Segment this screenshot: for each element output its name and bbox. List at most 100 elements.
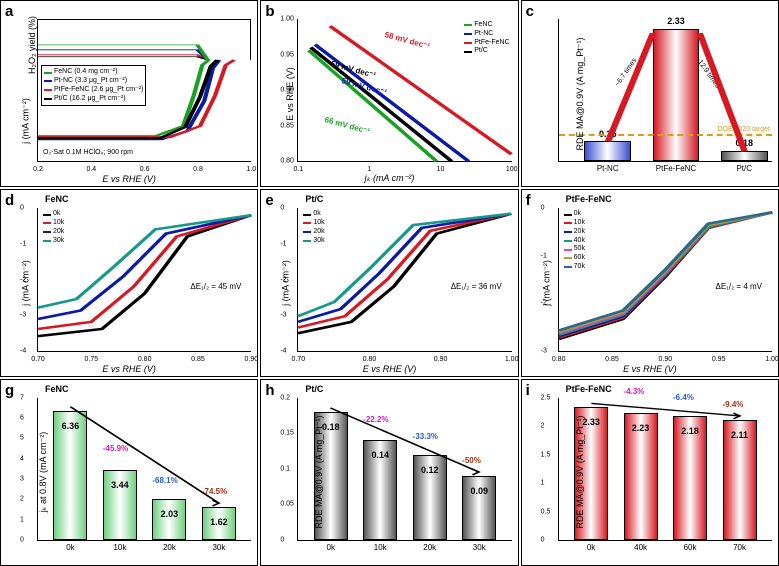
- y-tick: 0: [280, 536, 284, 543]
- y-tick: -3: [20, 312, 26, 319]
- panel-h: hPt/C00.050.10.150.20.180k0.1410k0.1220k…: [260, 379, 518, 566]
- y-label: j (mA cm⁻²): [281, 260, 292, 306]
- legend-label: 50k: [574, 245, 585, 254]
- y-label-top: H₂O₂ yield (%): [27, 16, 37, 74]
- legend-item: 10k: [303, 219, 324, 228]
- legend-item: 0k: [303, 210, 324, 219]
- drop-label: -6.4%: [673, 393, 694, 402]
- legend-item: Pt-NC: [464, 30, 509, 39]
- panel-a: a0.20.40.60.81.0H₂O₂ yield (%)j (mA cm⁻²…: [0, 0, 258, 187]
- y-tick: 0.15: [280, 430, 294, 437]
- legend-item: Pt/C (16.2 μg_Pt cm⁻²): [44, 95, 143, 104]
- x-tick: 0.70: [31, 356, 45, 363]
- x-tick: 100: [506, 166, 518, 173]
- panel-d: dFeNC0.700.750.800.850.90-4-3-2-10ΔE₁/₂ …: [0, 189, 258, 376]
- y-tick: 7: [20, 394, 24, 401]
- y-tick: -4: [280, 347, 286, 354]
- drop-label: -45.9%: [103, 444, 128, 453]
- panel-label: e: [265, 192, 273, 209]
- legend-item: 30k: [43, 237, 64, 246]
- y-tick: -3: [541, 347, 547, 354]
- x-cat: 0k: [587, 543, 595, 552]
- legend-item: 40k: [564, 237, 585, 246]
- legend-item: PtFe-FeNC (2.6 μg_Pt cm⁻²): [44, 86, 143, 95]
- legend-item: 60k: [564, 254, 585, 263]
- y-tick: 0.5: [541, 508, 551, 515]
- panel-title: Pt/C: [305, 384, 323, 394]
- drop-label: -74.5%: [202, 487, 227, 496]
- y-tick: 5: [20, 435, 24, 442]
- y-tick: 2: [20, 496, 24, 503]
- panel-b: b0.800.850.900.951.000.111010066 mV dec⁻…: [260, 0, 518, 187]
- y-tick: 0.2: [280, 394, 290, 401]
- y-tick: 0.1: [280, 465, 290, 472]
- panel-title: Pt/C: [305, 194, 323, 204]
- x-cat: 10k: [374, 543, 387, 552]
- condition-text: O₂-Sat 0.1M HClO₄; 900 rpm: [43, 149, 133, 156]
- x-cat: Pt-NC: [597, 164, 619, 173]
- x-cat: 20k: [423, 543, 436, 552]
- y-label: jₖ at 0.8V (mA cm⁻²): [38, 432, 49, 513]
- x-tick: 0.90: [434, 356, 448, 363]
- y-tick: 0: [20, 205, 24, 212]
- panel-i: iPtFe-FeNC00.511.522.52.330k2.2340k2.186…: [521, 379, 779, 566]
- panel-title: FeNC: [45, 194, 69, 204]
- x-tick: 1.0: [246, 166, 256, 173]
- legend-item: 0k: [564, 210, 585, 219]
- legend-label: Pt/C (16.2 μg_Pt cm⁻²): [54, 95, 126, 104]
- panel-label: g: [5, 382, 14, 399]
- x-cat: 40k: [634, 543, 647, 552]
- legend: FeNCPt-NCPtFe-FeNCPt/C: [464, 21, 509, 56]
- legend-label: 0k: [574, 210, 581, 219]
- legend-label: FeNC (0.4 mg cm⁻²): [54, 68, 118, 77]
- x-cat: 60k: [684, 543, 697, 552]
- y-tick: -4: [20, 347, 26, 354]
- x-tick: 0.80: [363, 356, 377, 363]
- legend-label: 30k: [313, 237, 324, 246]
- legend-label: 0k: [313, 210, 320, 219]
- y-label: E vs RHE (V): [285, 67, 295, 121]
- x-cat: PtFe-FeNC: [656, 164, 696, 173]
- x-cat: 20k: [163, 543, 176, 552]
- x-tick: 0.85: [191, 356, 205, 363]
- y-tick: 0.80: [280, 158, 294, 165]
- y-tick: 1: [20, 516, 24, 523]
- drop-label: -68.1%: [152, 476, 177, 485]
- y-tick: 0: [20, 536, 24, 543]
- panel-title: PtFe-FeNC: [566, 384, 612, 394]
- x-tick: 0.1: [293, 166, 303, 173]
- legend-label: 30k: [53, 237, 64, 246]
- x-cat: 30k: [473, 543, 486, 552]
- y-label: RDE MA@0.9V (A mg_Pt⁻¹): [575, 37, 586, 150]
- x-cat: 10k: [113, 543, 126, 552]
- legend: FeNC (0.4 mg cm⁻²)Pt-NC (3.3 μg_Pt cm⁻²)…: [41, 65, 146, 106]
- legend-item: 70k: [564, 263, 585, 272]
- y-tick: -3: [280, 312, 286, 319]
- panel-c: c0.35Pt-NC2.33PtFe-FeNC0.18Pt/CDOE 2020 …: [521, 0, 779, 187]
- y-label-bot: j (mA cm⁻²): [20, 99, 31, 145]
- panel-f: fPtFe-FeNC0.800.850.900.951.00-3-2-10ΔE₁…: [521, 189, 779, 376]
- x-tick: 10: [437, 166, 445, 173]
- delta-e-label: ΔE₁/₂ = 45 mV: [190, 282, 241, 291]
- legend-label: 10k: [313, 219, 324, 228]
- panel-label: b: [265, 3, 274, 20]
- legend-item: 0k: [43, 210, 64, 219]
- drop-label: -9.4%: [723, 400, 744, 409]
- legend: 0k10k20k40k50k60k70k: [564, 210, 585, 271]
- legend-label: 10k: [53, 219, 64, 228]
- delta-e-label: ΔE₁/₂ = 4 mV: [716, 282, 763, 291]
- x-tick: 1: [367, 166, 371, 173]
- legend-label: 20k: [574, 228, 585, 237]
- legend-label: 60k: [574, 254, 585, 263]
- y-tick: 0.95: [280, 51, 294, 58]
- y-tick: 0: [541, 536, 545, 543]
- legend-item: FeNC (0.4 mg cm⁻²): [44, 68, 143, 77]
- legend-item: 50k: [564, 245, 585, 254]
- legend-label: 20k: [313, 228, 324, 237]
- legend: 0k10k20k30k: [303, 210, 324, 245]
- y-label: j (mA cm⁻²): [541, 260, 552, 306]
- drop-label: -22.2%: [363, 415, 388, 424]
- panel-label: f: [526, 192, 531, 209]
- x-tick: 1.00: [505, 356, 519, 363]
- legend-label: 20k: [53, 228, 64, 237]
